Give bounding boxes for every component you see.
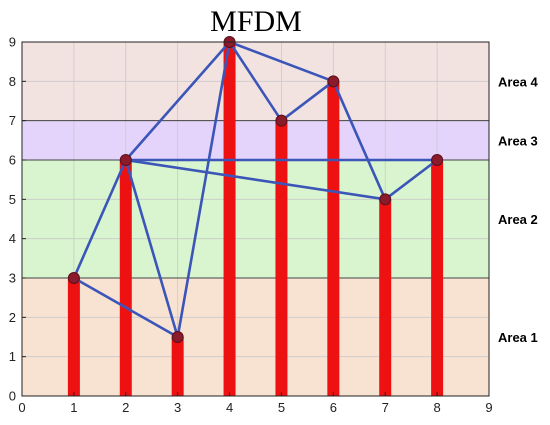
point-marker-2 xyxy=(119,154,132,166)
link-2-7 xyxy=(124,158,387,201)
area-band-3 xyxy=(22,120,489,160)
y-tick-label: 5 xyxy=(9,192,16,207)
bar-5 xyxy=(275,120,288,397)
x-tick-label: 3 xyxy=(174,400,181,415)
plot-frame xyxy=(21,41,490,397)
y-tick-label: 8 xyxy=(9,74,16,89)
x-tick-label: 7 xyxy=(382,400,389,415)
area-labels: Area 1 Area 2 Area 3 Area 4 xyxy=(498,74,539,345)
point-marker-1 xyxy=(67,272,80,284)
area-band-2 xyxy=(22,160,489,278)
y-tick-label: 1 xyxy=(9,349,16,364)
area-label-1: Area 1 xyxy=(498,330,538,345)
x-tick-label: 8 xyxy=(433,400,440,415)
link-2-4 xyxy=(124,40,231,162)
bar-8 xyxy=(431,160,444,396)
area-band-1 xyxy=(22,278,489,396)
link-6-7 xyxy=(332,80,387,201)
bar-1 xyxy=(67,278,80,396)
link-7-8 xyxy=(383,158,439,201)
area-label-3: Area 3 xyxy=(498,133,538,148)
bar-6 xyxy=(327,81,340,396)
x-tick-label: 5 xyxy=(278,400,285,415)
y-tick-label: 3 xyxy=(9,271,16,286)
bar-3 xyxy=(171,337,184,396)
x-tick-label: 9 xyxy=(485,400,492,415)
y-tick-label: 2 xyxy=(9,310,16,325)
link-5-6 xyxy=(280,80,335,122)
area-label-4: Area 4 xyxy=(498,74,539,89)
y-tick-label: 7 xyxy=(9,113,16,128)
x-tick-label: 0 xyxy=(18,400,25,415)
link-2-3 xyxy=(124,158,179,339)
point-marker-7 xyxy=(379,193,392,206)
link-1-3 xyxy=(72,276,179,339)
area-label-2: Area 2 xyxy=(498,212,538,227)
connection-lines xyxy=(72,40,439,339)
x-tick-label: 4 xyxy=(226,400,233,415)
x-tick-label: 2 xyxy=(122,400,129,415)
area-bands xyxy=(22,42,489,396)
bar-4 xyxy=(223,42,236,396)
y-axis-ticks: 0 1 2 3 4 5 6 7 8 9 xyxy=(9,35,26,404)
x-axis-ticks: 0 1 2 3 4 5 6 7 8 9 xyxy=(18,392,493,415)
y-tick-label: 9 xyxy=(9,35,16,50)
y-tick-label: 4 xyxy=(9,231,16,246)
link-1-2 xyxy=(72,158,128,280)
y-tick-label: 6 xyxy=(9,153,16,168)
bar-2 xyxy=(119,160,132,396)
bar-7 xyxy=(379,199,392,396)
point-marker-5 xyxy=(275,114,288,127)
link-3-4 xyxy=(176,40,231,339)
point-markers xyxy=(67,36,444,343)
x-tick-label: 6 xyxy=(330,400,337,415)
x-tick-label: 1 xyxy=(70,400,77,415)
chart-title: MFDM xyxy=(210,5,302,38)
point-marker-3 xyxy=(171,331,184,343)
y-tick-label: 0 xyxy=(9,389,16,404)
link-4-5 xyxy=(228,40,283,122)
link-4-6 xyxy=(228,40,335,83)
point-marker-8 xyxy=(431,154,444,166)
point-marker-6 xyxy=(327,75,340,88)
